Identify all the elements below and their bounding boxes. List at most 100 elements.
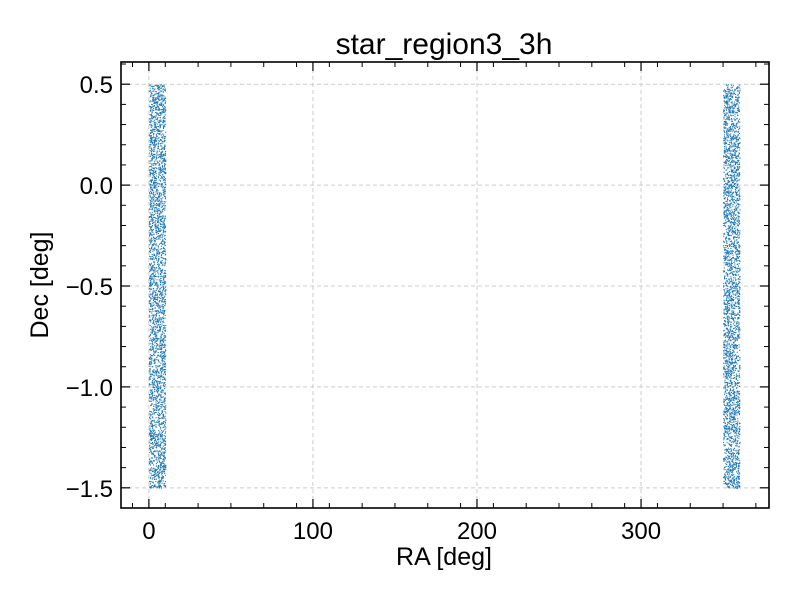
scatter-point	[153, 280, 155, 282]
scatter-point	[733, 320, 735, 322]
scatter-point	[160, 300, 162, 302]
scatter-point	[161, 435, 163, 438]
scatter-point	[161, 183, 163, 185]
scatter-point	[738, 246, 740, 248]
scatter-point	[150, 404, 152, 406]
scatter-point	[736, 109, 739, 111]
scatter-point	[164, 183, 167, 186]
scatter-point	[153, 85, 155, 87]
scatter-point	[151, 318, 153, 321]
scatter-point	[162, 360, 164, 362]
scatter-point	[160, 119, 162, 121]
scatter-point	[150, 203, 152, 205]
scatter-point	[734, 259, 736, 261]
scatter-point	[736, 247, 738, 249]
scatter-point	[152, 98, 154, 100]
scatter-point	[737, 257, 739, 259]
scatter-point	[163, 237, 166, 240]
scatter-point	[155, 381, 157, 383]
scatter-point	[151, 359, 153, 361]
scatter-point	[152, 436, 154, 438]
scatter-point	[158, 424, 160, 426]
scatter-point	[161, 344, 163, 346]
scatter-point	[155, 111, 157, 114]
scatter-point	[154, 443, 156, 445]
scatter-point	[158, 195, 160, 197]
scatter-point	[728, 306, 730, 308]
scatter-point	[726, 214, 728, 216]
scatter-point	[725, 256, 727, 258]
scatter-point	[161, 392, 163, 394]
scatter-point	[156, 325, 158, 327]
scatter-point	[739, 315, 741, 317]
scatter-point	[726, 215, 728, 218]
scatter-point	[165, 171, 167, 173]
scatter-point	[731, 260, 733, 262]
scatter-point	[154, 298, 156, 300]
scatter-point	[162, 108, 164, 111]
scatter-point	[157, 215, 159, 217]
scatter-point	[152, 96, 154, 99]
scatter-point	[149, 429, 152, 432]
scatter-point	[154, 438, 156, 440]
scatter-point	[161, 225, 163, 228]
scatter-point	[156, 184, 158, 186]
scatter-point	[163, 385, 165, 387]
scatter-point	[162, 298, 164, 300]
scatter-point	[739, 127, 741, 130]
scatter-point	[726, 303, 728, 305]
scatter-point	[737, 375, 739, 377]
scatter-point	[158, 109, 160, 111]
scatter-point	[729, 207, 731, 209]
scatter-point	[728, 107, 730, 109]
scatter-point	[149, 283, 151, 285]
scatter-point	[149, 179, 151, 181]
scatter-point	[736, 271, 738, 273]
scatter-point	[726, 376, 728, 378]
scatter-point	[160, 234, 162, 236]
scatter-point	[725, 108, 727, 110]
scatter-point	[728, 150, 730, 152]
scatter-point	[727, 150, 729, 152]
scatter-point	[152, 307, 154, 310]
scatter-point	[737, 161, 739, 163]
scatter-point	[160, 223, 162, 225]
scatter-point	[162, 127, 165, 129]
scatter-point	[159, 382, 161, 384]
scatter-point	[731, 193, 733, 195]
scatter-point	[158, 307, 160, 309]
scatter-point	[156, 248, 158, 251]
scatter-point	[723, 301, 725, 303]
scatter-point	[161, 229, 163, 231]
scatter-point	[149, 397, 151, 399]
scatter-point	[734, 240, 736, 242]
scatter-point	[160, 241, 163, 243]
scatter-point	[159, 425, 161, 427]
scatter-point	[153, 382, 155, 384]
scatter-point	[150, 205, 152, 207]
scatter-point	[150, 473, 152, 475]
scatter-point	[734, 302, 736, 305]
scatter-point	[158, 381, 160, 383]
scatter-point	[723, 436, 725, 438]
scatter-point	[162, 416, 164, 418]
scatter-point	[158, 249, 160, 251]
scatter-point	[723, 351, 725, 353]
scatter-point	[728, 231, 730, 233]
scatter-point	[161, 452, 163, 454]
scatter-point	[725, 398, 727, 400]
scatter-point	[727, 343, 729, 345]
scatter-point	[728, 425, 730, 427]
scatter-point	[738, 271, 740, 273]
scatter-point	[731, 110, 733, 113]
scatter-point	[162, 467, 164, 469]
scatter-point	[737, 86, 739, 88]
scatter-point	[152, 339, 155, 341]
scatter-point	[737, 202, 739, 205]
scatter-point	[162, 111, 165, 113]
scatter-point	[737, 398, 739, 400]
scatter-point	[728, 254, 730, 256]
scatter-point	[731, 153, 733, 155]
scatter-point	[737, 396, 739, 398]
scatter-point	[727, 93, 729, 95]
